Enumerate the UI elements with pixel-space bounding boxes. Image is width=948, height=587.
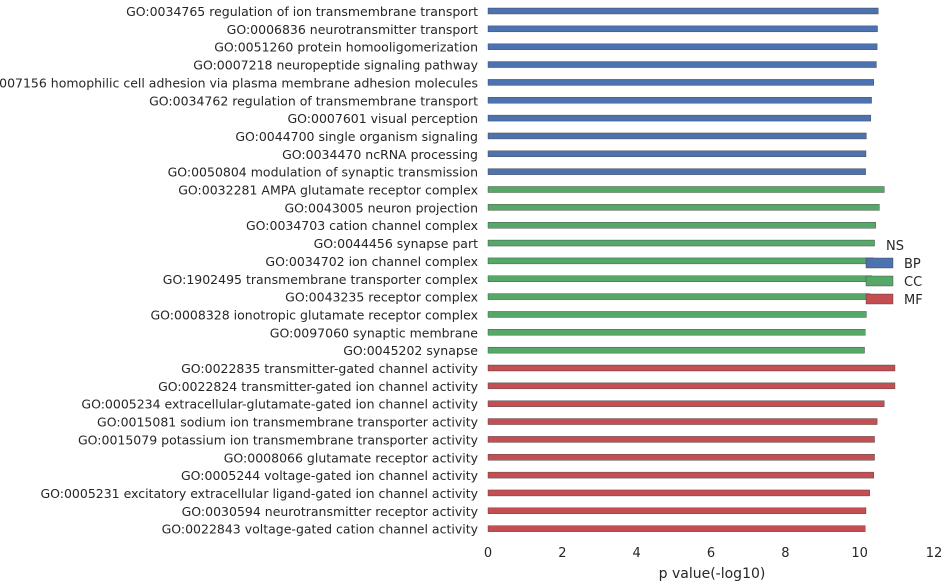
bar — [487, 400, 885, 407]
bar — [487, 150, 867, 158]
bar — [487, 418, 878, 425]
x-tick-label: 12 — [926, 546, 943, 561]
category-label: GO:0015081 sodium ion transmembrane tran… — [97, 415, 479, 430]
category-label: GO:0007601 visual perception — [287, 111, 478, 126]
legend-swatch-mf — [865, 293, 894, 305]
bar — [487, 329, 866, 336]
x-tick-label: 10 — [851, 546, 868, 561]
bar — [487, 489, 870, 497]
legend: NS BP CC MF — [865, 239, 923, 308]
category-label: GO:0030594 neurotransmitter receptor act… — [182, 504, 479, 519]
bar — [487, 346, 865, 354]
legend-label-bp: BP — [904, 257, 921, 272]
category-label: GO:0008066 glutamate receptor activity — [224, 450, 479, 465]
bar — [487, 114, 872, 122]
category-label: GO:0034703 cation channel complex — [246, 218, 478, 233]
category-label: GO:0005244 voltage-gated ion channel act… — [181, 468, 479, 483]
x-tick-label: 8 — [781, 546, 789, 561]
category-label: GO:0034765 regulation of ion transmembra… — [126, 4, 478, 19]
category-label: GO:0034702 ion channel complex — [265, 254, 478, 269]
category-label: GO:0022824 transmitter-gated ion channel… — [158, 379, 479, 394]
bar — [487, 25, 878, 33]
x-tick-label: 6 — [707, 546, 715, 561]
category-label: GO:0044700 single organism signaling — [235, 129, 478, 144]
category-label: GO:0022843 voltage-gated cation channel … — [162, 522, 479, 537]
bar — [487, 454, 875, 461]
category-label: GO:0015079 potassium ion transmembrane t… — [78, 432, 479, 447]
bar — [487, 275, 872, 282]
category-label: GO:0007218 neuropeptide signaling pathwa… — [193, 58, 478, 73]
category-label: GO:0006836 neurotransmitter transport — [227, 22, 478, 37]
bar — [487, 239, 875, 247]
legend-swatch-cc — [865, 275, 894, 287]
bar — [487, 204, 880, 211]
category-label: GO:0022835 transmitter-gated channel act… — [181, 361, 478, 376]
category-labels: GO:0034765 regulation of ion transmembra… — [0, 4, 479, 537]
bar — [487, 61, 877, 68]
legend-swatch-bp — [865, 257, 894, 269]
category-label: GO:0034470 ncRNA processing — [282, 147, 478, 162]
x-tick-label: 2 — [558, 546, 566, 561]
x-axis: 0 2 4 6 8 10 12 — [484, 546, 942, 561]
category-label: GO:0034762 regulation of transmembrane t… — [149, 93, 478, 108]
category-label: GO:0005231 excitatory extracellular liga… — [40, 486, 478, 501]
x-tick-label: 0 — [484, 546, 492, 561]
bar — [487, 132, 867, 140]
category-label: GO:0043005 neuron projection — [284, 200, 478, 215]
bar — [487, 293, 870, 300]
bar — [487, 436, 875, 443]
bar — [487, 507, 867, 514]
category-label: GO:0008328 ionotropic glutamate receptor… — [151, 307, 479, 322]
category-label: GO:0005234 extracellular-glutamate-gated… — [81, 397, 478, 412]
bar — [487, 79, 874, 86]
x-tick-label: 4 — [633, 546, 641, 561]
category-label: GO:0043235 receptor complex — [285, 290, 478, 305]
category-label: GO:0050804 modulation of synaptic transm… — [168, 165, 478, 180]
legend-label-mf: MF — [904, 293, 923, 308]
bar — [487, 364, 896, 372]
legend-title: NS — [886, 239, 904, 254]
category-label: GO:0007156 homophilic cell adhesion via … — [0, 75, 478, 90]
category-label: GO:0044456 synapse part — [314, 236, 478, 251]
bar — [487, 168, 866, 175]
bar — [487, 97, 872, 104]
legend-label-cc: CC — [904, 275, 922, 290]
x-axis-label: p value(-log10) — [659, 566, 766, 582]
category-label: GO:0032281 AMPA glutamate receptor compl… — [178, 183, 478, 198]
bar — [487, 257, 874, 265]
category-label: GO:0051260 protein homooligomerization — [214, 40, 478, 55]
bar — [487, 311, 867, 318]
bar — [487, 525, 866, 532]
bar — [487, 7, 879, 15]
bars-layer — [487, 7, 896, 532]
bar — [487, 382, 896, 390]
bar — [487, 43, 878, 50]
bar — [487, 471, 874, 479]
bar — [487, 221, 876, 229]
bar — [487, 186, 885, 193]
category-label: GO:1902495 transmembrane transporter com… — [163, 272, 478, 287]
category-label: GO:0045202 synapse — [343, 343, 478, 358]
category-label: GO:0097060 synaptic membrane — [270, 325, 479, 340]
